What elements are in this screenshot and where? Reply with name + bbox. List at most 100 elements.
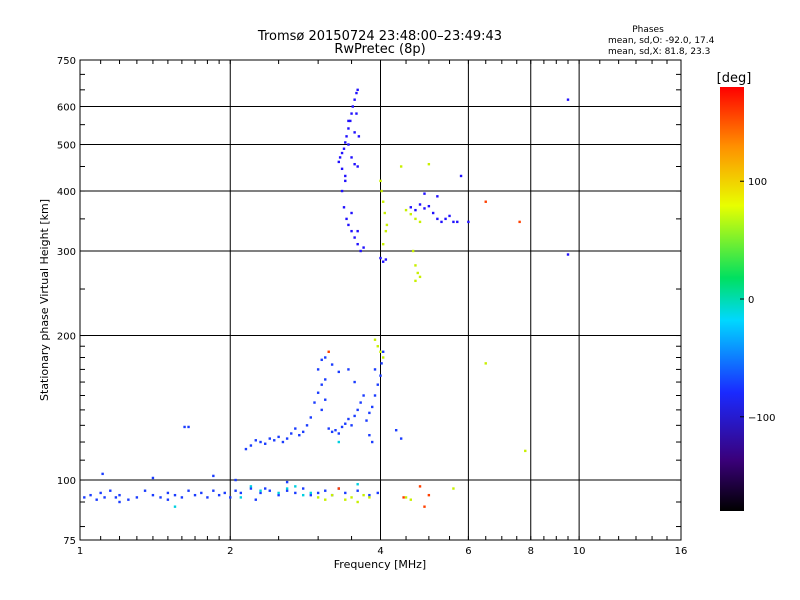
x-tick-label: 2 [227,546,233,557]
data-point [350,496,353,499]
data-point [187,489,190,492]
data-point [347,119,350,123]
data-point [350,112,353,115]
data-point [193,493,197,497]
data-point [143,489,147,492]
data-point [347,368,350,371]
x-tick-labels: 1 2 4 6 8 10 16 [77,546,688,557]
data-point [427,204,431,208]
data-point [459,174,463,178]
data-point [368,433,371,437]
data-point [368,496,371,499]
x-tick-label: 10 [573,546,586,557]
data-point [281,440,285,444]
data-point [340,151,344,155]
data-point [244,447,248,451]
data-point [200,491,203,495]
data-point [436,195,439,198]
data-point [337,432,341,435]
data-point [340,189,344,193]
data-point [373,394,377,397]
data-point [394,429,398,432]
data-point [223,491,226,495]
data-point [404,496,408,499]
data-point [452,487,455,490]
data-point [518,220,521,224]
data-point [206,496,209,499]
data-point [444,217,447,221]
data-point [344,179,347,183]
data-point [183,425,186,429]
data-point [135,496,139,499]
data-point [95,498,98,501]
data-point [285,487,289,490]
data-point [334,429,337,432]
x-tick-label: 4 [377,546,383,557]
data-point [409,206,412,209]
phases-o-line: mean, sd,O: -92.0, 17.4 [608,36,715,46]
data-point [356,489,359,492]
data-point [418,220,422,224]
data-point [456,220,459,224]
data-point [277,493,280,497]
data-point [234,478,237,482]
data-point [347,417,350,421]
data-point [118,500,121,504]
data-point [383,211,386,215]
data-point [353,162,356,166]
data-point [484,200,487,203]
colorbar-tick-label: 100 [748,177,767,188]
data-point [414,264,417,267]
data-point [353,414,356,418]
grid-lines [80,60,681,540]
data-point [379,374,382,377]
data-point [294,485,297,488]
colorbar-ticks: 100 0 −100 [740,177,775,424]
data-point [380,189,383,193]
data-point [254,498,257,501]
data-point [301,493,305,497]
data-point [371,440,374,444]
data-point [362,493,365,497]
data-point [362,394,365,397]
data-point [362,246,365,249]
data-point [359,401,362,404]
data-point [301,430,305,434]
data-point [368,493,371,497]
data-point [268,437,271,440]
data-point [285,489,289,492]
data-point [452,220,455,224]
data-point [414,208,417,212]
data-point [376,345,379,348]
data-point [217,493,221,497]
y-tick-label: 400 [57,187,76,198]
data-point [109,489,112,492]
data-point [353,131,356,134]
data-point [344,498,347,501]
data-point [342,206,346,209]
data-point [324,498,327,501]
data-point [356,408,359,412]
data-point [381,242,385,246]
data-point [423,505,426,508]
data-point [89,493,92,497]
data-point [356,500,359,504]
data-point [356,242,359,246]
data-point [342,147,346,150]
data-point [320,408,323,412]
data-point [353,98,356,101]
data-point [324,356,327,359]
data-point [340,425,344,429]
data-point [103,496,106,499]
data-point [114,496,118,499]
data-point [229,496,232,499]
colorbar-tick-label: −100 [748,413,775,424]
data-point [101,472,104,476]
data-points [83,88,570,508]
data-point [344,174,347,178]
data-point [379,179,382,183]
data-point [324,489,327,492]
data-point [431,211,435,215]
data-point [484,362,487,365]
data-point [344,491,347,495]
